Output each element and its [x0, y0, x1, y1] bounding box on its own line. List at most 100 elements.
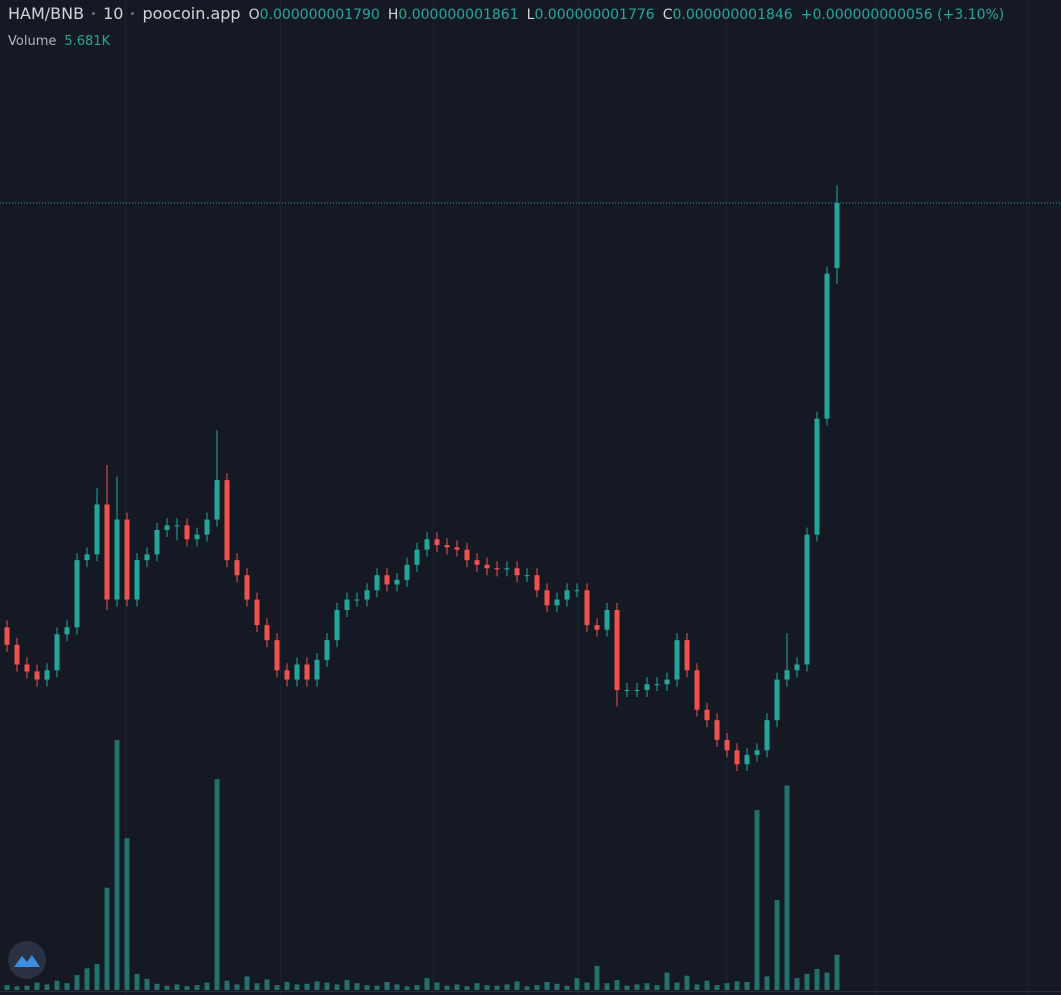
- candle-body: [214, 480, 220, 520]
- separator: [131, 12, 135, 15]
- volume-bar: [444, 985, 450, 990]
- volume-bar: [554, 983, 560, 990]
- volume-bar: [664, 972, 670, 990]
- volume-bar: [234, 984, 240, 990]
- volume-bar: [364, 985, 370, 990]
- candle-body: [574, 590, 580, 592]
- volume-bar: [504, 984, 510, 990]
- candle-body: [304, 664, 310, 680]
- candle-body: [734, 750, 740, 765]
- ohlc-key: L: [526, 7, 535, 23]
- candle-body: [684, 640, 690, 671]
- volume-bar: [744, 981, 750, 990]
- volume-bar: [134, 973, 140, 990]
- volume-bar: [24, 985, 30, 990]
- change: +0.000000000056 (+3.10%): [800, 7, 1005, 23]
- volume-bar: [474, 983, 480, 990]
- volume-bar: [724, 983, 730, 990]
- volume-bar: [614, 980, 620, 990]
- candle-body: [124, 519, 130, 600]
- volume-bar: [654, 985, 660, 990]
- candle-body: [644, 684, 650, 691]
- volume-bar: [784, 785, 790, 990]
- volume-bar: [694, 984, 700, 990]
- candle-body: [74, 560, 80, 628]
- volume-bar: [124, 838, 130, 990]
- volume-bar: [834, 954, 840, 990]
- volume-bar: [464, 986, 470, 990]
- candle-body: [194, 534, 200, 540]
- volume-bar: [84, 968, 90, 990]
- volume-bar: [254, 983, 260, 990]
- volume-bar: [734, 981, 740, 990]
- candle-body: [24, 664, 30, 672]
- volume-bar: [594, 965, 600, 990]
- volume-bar: [194, 985, 200, 990]
- candle-body: [94, 504, 100, 555]
- volume-bar: [224, 980, 230, 990]
- candle-body: [54, 634, 60, 671]
- volume-bar: [374, 985, 380, 990]
- volume-bar: [794, 978, 800, 990]
- candle-body: [374, 575, 380, 591]
- candle-body: [314, 659, 320, 680]
- candle-body: [354, 599, 360, 601]
- candle-body: [834, 202, 840, 268]
- volume-bar: [304, 983, 310, 990]
- volume-bar: [314, 981, 320, 990]
- interval: 10: [103, 4, 124, 23]
- volume-bar: [344, 980, 350, 990]
- volume-bar: [574, 978, 580, 990]
- candle-body: [634, 690, 640, 692]
- candle-body: [384, 575, 390, 585]
- candle-body: [604, 609, 610, 630]
- ohlc-value: 0.000000001790: [259, 7, 380, 23]
- candle-body: [614, 609, 620, 691]
- volume-bar: [264, 979, 270, 990]
- candle-body: [714, 720, 720, 740]
- candle-body: [704, 709, 710, 721]
- ohlc-key: O: [248, 7, 260, 23]
- candle-body: [564, 590, 570, 600]
- volume-bar: [704, 980, 710, 990]
- volume-bar: [34, 982, 40, 990]
- volume-bar: [114, 740, 120, 990]
- candle-body: [334, 609, 340, 641]
- volume-bar: [584, 982, 590, 990]
- candle-body: [484, 564, 490, 569]
- volume-bar: [144, 978, 150, 990]
- candle-body: [324, 640, 330, 660]
- candle-body: [464, 549, 470, 561]
- volume-bar: [394, 984, 400, 990]
- candle-body: [804, 534, 810, 665]
- volume-bar: [424, 978, 430, 990]
- candle-body: [424, 539, 430, 550]
- ohlc-key: H: [387, 7, 399, 23]
- candle-body: [394, 579, 400, 585]
- candle-body: [774, 679, 780, 721]
- volume-bar: [774, 900, 780, 990]
- logo-mountain: [14, 955, 40, 967]
- candle-body: [534, 575, 540, 591]
- volume-bar: [204, 982, 210, 990]
- volume-bar: [494, 985, 500, 990]
- candle-body: [554, 599, 560, 606]
- candle-body: [224, 480, 230, 561]
- volume-bar: [44, 984, 50, 990]
- volume-bar: [164, 985, 170, 990]
- volume-bar: [414, 985, 420, 990]
- candle-body: [44, 670, 50, 680]
- volume-bar: [644, 983, 650, 990]
- candle-body: [364, 590, 370, 600]
- candle-body: [444, 545, 450, 548]
- separator: [92, 12, 96, 15]
- candle-body: [624, 690, 630, 692]
- volume-bar: [184, 986, 190, 990]
- candle-body: [64, 627, 70, 635]
- volume-bar: [154, 983, 160, 990]
- volume-bar: [544, 981, 550, 990]
- volume-bar: [64, 983, 70, 990]
- candle-body: [234, 560, 240, 576]
